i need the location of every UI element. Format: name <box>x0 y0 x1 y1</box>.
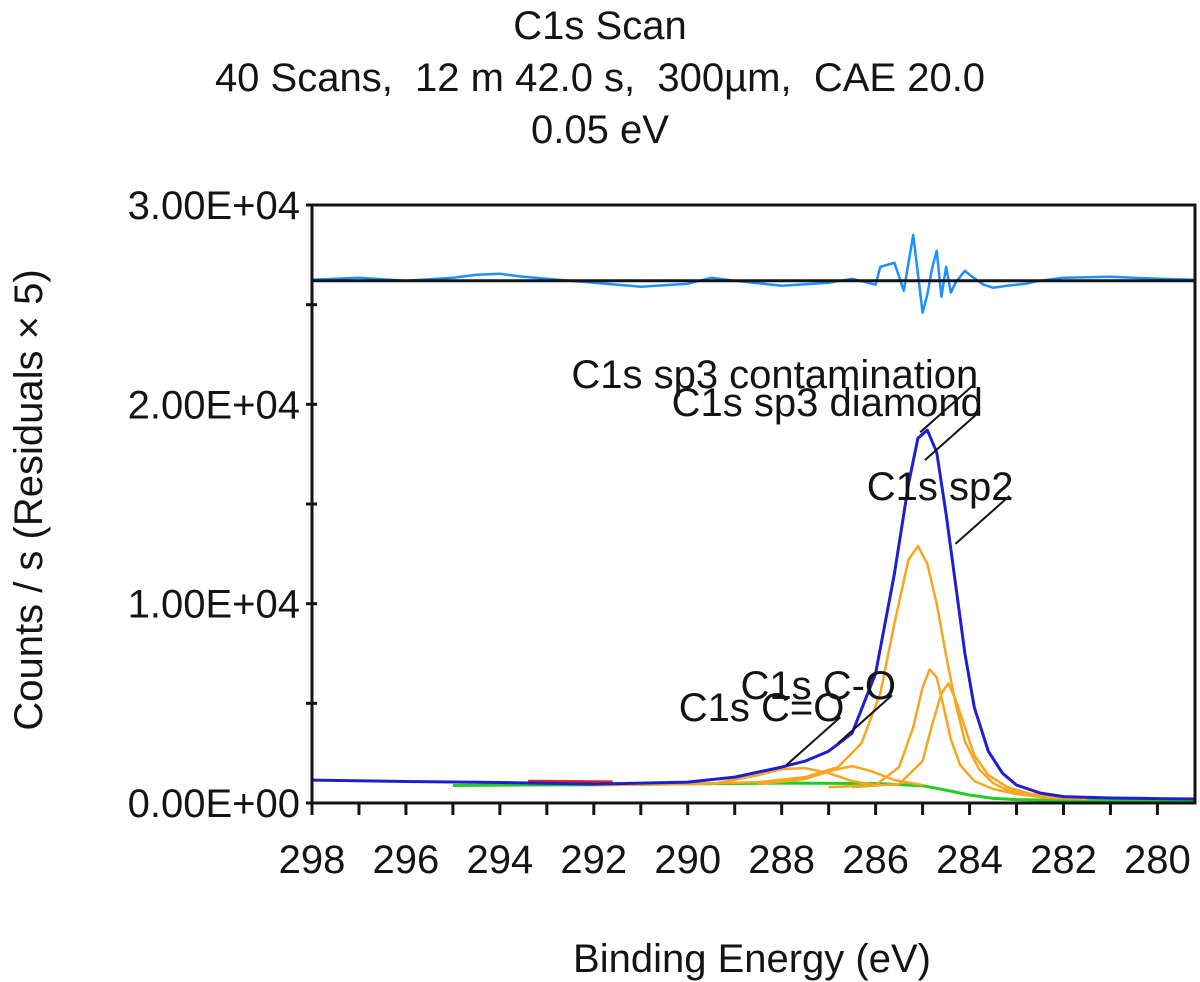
x-tick-label: 286 <box>842 838 909 882</box>
x-tick-label: 288 <box>748 838 815 882</box>
chart-subtitle-step: 0.05 eV <box>531 108 669 152</box>
component-line-2 <box>828 668 1050 800</box>
y-axis-label: Counts / s (Residuals × 5) <box>7 269 51 730</box>
component-line-5 <box>758 764 923 787</box>
y-tick-label: 2.00E+04 <box>128 383 300 427</box>
peak-annotation-3: C1s sp2 <box>867 465 1014 509</box>
background-region-line <box>528 779 613 784</box>
chart-title: C1s Scan <box>513 4 687 48</box>
annotation-leader <box>837 694 893 744</box>
annotation-leader <box>919 383 975 433</box>
y-tick-label: 1.00E+04 <box>128 583 300 627</box>
x-axis-label: Binding Energy (eV) <box>573 937 931 981</box>
peak-annotation-2: C1s sp3 diamond <box>672 381 983 425</box>
component-line-1 <box>593 544 1088 801</box>
annotation-leader <box>954 495 1011 545</box>
peak-annotation-1: C1s sp3 contamination <box>571 353 978 397</box>
annotation-leader <box>785 716 842 766</box>
annotation-leader <box>924 411 980 461</box>
peak-annotation-4: C1s C-O <box>740 664 896 708</box>
x-tick-label: 282 <box>1030 838 1097 882</box>
residuals-layer <box>311 233 1196 314</box>
envelope-line <box>311 428 1196 801</box>
x-tick-label: 284 <box>936 838 1003 882</box>
peak-annotation-5: C1s C=O <box>679 686 845 730</box>
x-tick-label: 296 <box>373 838 440 882</box>
chart-subtitle-acquisition: 40 Scans, 12 m 42.0 s, 300µm, CAE 20.0 <box>214 56 986 100</box>
axes-layer: 0.00E+00 1.00E+04 2.00E+04 3.00E+04 298 296 29… <box>128 184 1191 882</box>
component-line-4 <box>710 766 876 787</box>
component-line-3 <box>852 682 1064 800</box>
chart-title-block: C1s Scan 40 Scans, 12 m 42.0 s, 300µm, C… <box>0 0 1200 156</box>
series-layer <box>311 428 1196 803</box>
y-tick-label: 0.00E+00 <box>128 782 300 826</box>
x-tick-label: 298 <box>279 838 346 882</box>
x-tick-label: 292 <box>560 838 627 882</box>
x-tick-label: 280 <box>1124 838 1191 882</box>
x-tick-label: 290 <box>654 838 721 882</box>
residuals-line <box>311 233 1196 314</box>
x-tick-label: 294 <box>466 838 533 882</box>
y-tick-label: 3.00E+04 <box>128 184 300 228</box>
